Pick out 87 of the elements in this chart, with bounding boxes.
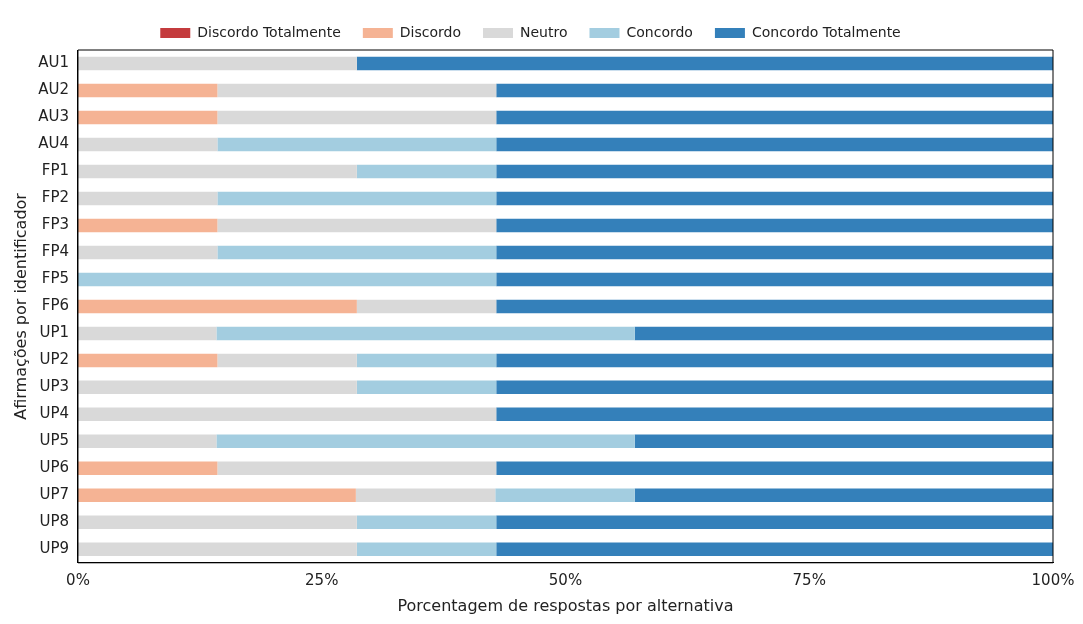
bar [77, 299, 357, 314]
y-tick-label: FP3 [41, 215, 69, 234]
x-tick-label: 0% [66, 570, 90, 589]
bar [217, 83, 497, 98]
bar [356, 353, 497, 368]
bar [77, 542, 357, 557]
bar [356, 542, 497, 557]
y-tick-label: AU1 [38, 53, 69, 72]
legend-label: Concordo [626, 23, 693, 40]
y-tick-label: FP1 [41, 161, 69, 180]
bar [217, 218, 497, 233]
bar [77, 488, 356, 503]
x-tick-label: 75% [792, 570, 826, 589]
bar [356, 380, 497, 395]
y-tick-label: UP8 [39, 512, 69, 531]
x-tick-label: 25% [305, 570, 339, 589]
bar [495, 488, 635, 503]
bar [634, 488, 1053, 503]
bar [356, 299, 497, 314]
bar [496, 353, 1053, 368]
bar [77, 245, 218, 260]
y-tick-label: UP1 [39, 323, 69, 342]
bar [356, 56, 1053, 71]
bar [496, 164, 1053, 179]
legend-label: Neutro [520, 23, 568, 40]
bar [496, 83, 1053, 98]
y-tick-label: UP7 [39, 485, 69, 504]
bar [77, 191, 218, 206]
y-tick-label: UP5 [39, 431, 69, 450]
bar [77, 461, 218, 476]
bar [496, 461, 1053, 476]
y-tick-label: UP6 [39, 458, 69, 477]
bar [496, 407, 1053, 422]
y-tick-label: AU3 [38, 107, 69, 126]
bar [496, 245, 1053, 260]
y-tick-label: UP2 [39, 350, 69, 369]
bar [216, 434, 635, 449]
bar [77, 56, 357, 71]
y-tick-label: FP2 [41, 188, 69, 207]
bar [77, 218, 218, 233]
bar [77, 515, 357, 530]
bar [217, 245, 497, 260]
y-tick-label: UP9 [39, 539, 69, 558]
bar [356, 164, 497, 179]
x-tick-label: 100% [1031, 570, 1075, 589]
bar [496, 515, 1053, 530]
bar [77, 326, 217, 341]
bar [496, 218, 1053, 233]
y-axis-title: Afirmações por identificador [10, 192, 30, 420]
bar [217, 191, 497, 206]
bar [77, 434, 217, 449]
bar [77, 407, 497, 422]
bar [217, 137, 497, 152]
x-axis-title: Porcentagem de respostas por alternativa [397, 595, 734, 615]
legend-label: Discordo Totalmente [197, 23, 341, 40]
bar [216, 326, 635, 341]
y-tick-label: UP4 [39, 404, 69, 423]
bar [496, 272, 1053, 287]
bar [496, 137, 1053, 152]
bar [77, 380, 357, 395]
bar [217, 353, 357, 368]
legend-label: Discordo [399, 23, 462, 40]
bar [496, 299, 1053, 314]
bar [77, 83, 218, 98]
bar [77, 353, 218, 368]
legend-label: Concordo Totalmente [751, 23, 901, 40]
bar [356, 515, 497, 530]
bar [496, 542, 1053, 557]
bar [634, 434, 1053, 449]
bar [77, 110, 218, 125]
y-tick-label: UP3 [39, 377, 69, 396]
bar [77, 164, 357, 179]
bar [77, 272, 497, 287]
bar [496, 110, 1053, 125]
y-tick-label: FP6 [41, 296, 69, 315]
y-tick-label: AU2 [38, 80, 69, 99]
bar [217, 461, 497, 476]
x-tick-label: 50% [548, 570, 583, 589]
bar [355, 488, 496, 503]
bar [634, 326, 1053, 341]
y-tick-label: FP4 [41, 242, 69, 261]
bar [496, 191, 1053, 206]
y-tick-label: AU4 [38, 134, 69, 153]
y-tick-label: FP5 [41, 269, 69, 288]
bar [77, 137, 218, 152]
bar [217, 110, 497, 125]
bar [496, 380, 1053, 395]
